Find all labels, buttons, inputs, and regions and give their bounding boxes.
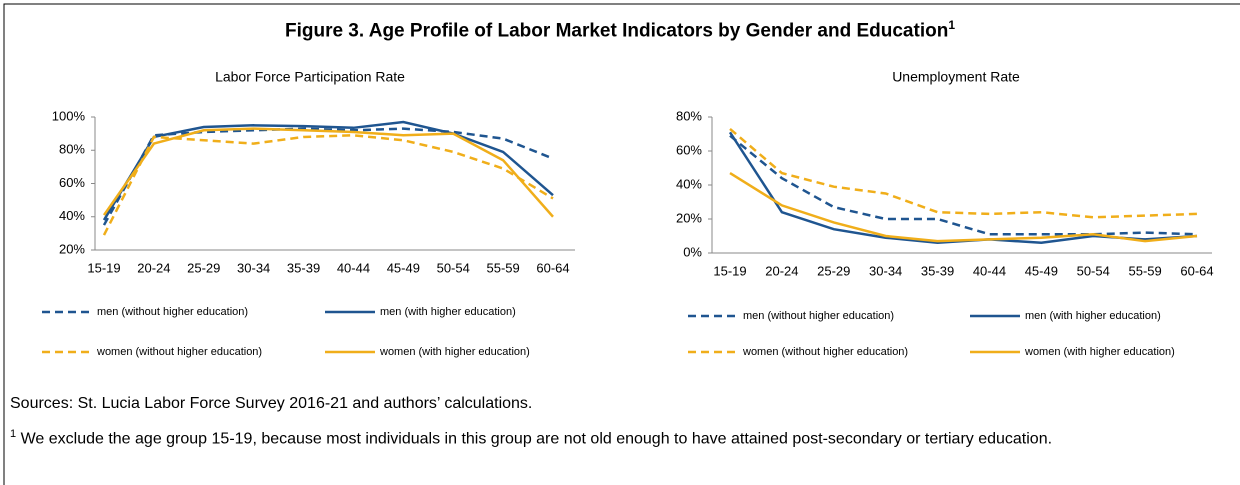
x-tick-label: 25-29	[817, 263, 850, 278]
series-line	[729, 134, 1198, 236]
y-tick-label: 40%	[59, 208, 85, 223]
y-tick-label: 60%	[676, 142, 702, 157]
x-tick-label: 35-39	[921, 263, 954, 278]
footnote-mark: 1	[10, 428, 17, 440]
x-tick-label: 35-39	[287, 260, 320, 275]
x-tick-label: 60-64	[536, 260, 569, 275]
x-tick-label: 50-54	[1077, 263, 1110, 278]
x-tick-label: 20-24	[765, 263, 798, 278]
series-line	[729, 172, 1198, 243]
series-line	[102, 127, 554, 226]
legend-label: men (without higher education)	[97, 306, 248, 318]
y-tick-label: 20%	[676, 210, 702, 225]
x-tick-label: 40-44	[973, 263, 1006, 278]
x-tick-label: 50-54	[437, 260, 470, 275]
series-line	[102, 127, 554, 218]
y-tick-label: 100%	[52, 108, 86, 123]
chart-title: Labor Force Participation Rate	[215, 69, 405, 85]
x-tick-label: 20-24	[137, 260, 170, 275]
x-tick-label: 55-59	[1128, 263, 1161, 278]
x-tick-label: 30-34	[237, 260, 270, 275]
figure-title: Figure 3. Age Profile of Labor Market In…	[284, 20, 949, 42]
series-line	[728, 131, 1198, 245]
y-tick-label: 80%	[676, 108, 702, 123]
legend-label: women (without higher education)	[742, 346, 908, 358]
x-tick-label: 45-49	[387, 260, 420, 275]
x-tick-label: 25-29	[187, 260, 220, 275]
y-tick-label: 20%	[59, 241, 85, 256]
series-line	[729, 127, 1198, 219]
series-line	[102, 134, 554, 236]
x-tick-label: 40-44	[337, 260, 370, 275]
frame	[3, 3, 1240, 485]
legend-label: women (without higher education)	[96, 346, 262, 358]
y-tick-label: 0%	[683, 244, 702, 259]
figure-title-box: Figure 3. Age Profile of Labor Market In…	[0, 18, 1240, 42]
footnote-box: 1 We exclude the age group 15-19, becaus…	[10, 424, 1238, 449]
x-tick-label: 30-34	[869, 263, 902, 278]
legend-label: men (without higher education)	[743, 310, 894, 322]
x-tick-label: 45-49	[1025, 263, 1058, 278]
legend-label: men (with higher education)	[380, 306, 516, 318]
title-mark: 1	[948, 18, 956, 32]
x-tick-label: 55-59	[486, 260, 519, 275]
y-tick-label: 60%	[59, 175, 85, 190]
x-tick-label: 15-19	[713, 263, 746, 278]
x-tick-label: 60-64	[1180, 263, 1213, 278]
chart-title: Unemployment Rate	[892, 69, 1020, 85]
legend-label: women (with higher education)	[1024, 346, 1175, 358]
series-line	[102, 120, 554, 221]
legend-label: men (with higher education)	[1025, 310, 1161, 322]
y-tick-label: 80%	[59, 142, 85, 157]
y-tick-label: 40%	[676, 176, 702, 191]
x-tick-label: 15-19	[87, 260, 120, 275]
legend-label: women (with higher education)	[379, 346, 530, 358]
footnote: We exclude the age group 15-19, because …	[20, 430, 1053, 448]
sources: Sources: St. Lucia Labor Force Survey 20…	[10, 395, 533, 412]
